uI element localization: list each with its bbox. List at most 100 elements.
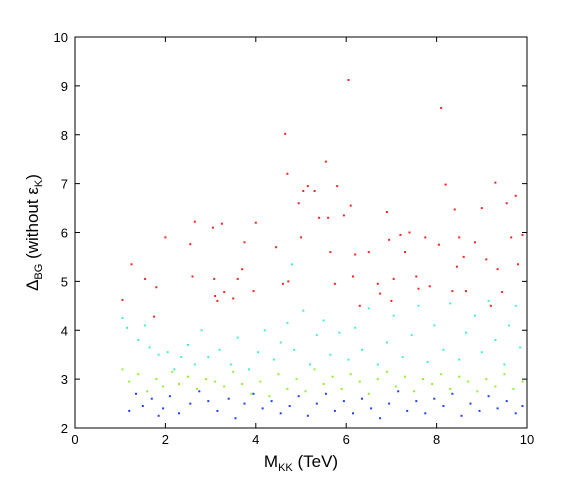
- data-point-series-3: [304, 390, 307, 393]
- data-point-series-2: [200, 329, 203, 332]
- data-point-series-1: [254, 221, 257, 224]
- data-point-series-1: [517, 263, 519, 266]
- data-point-series-4: [288, 405, 291, 407]
- y-tick-label: 6: [61, 226, 68, 241]
- x-axis-label-sub: KK: [278, 462, 293, 474]
- data-point-series-2: [126, 326, 128, 329]
- data-point-series-1: [216, 299, 219, 302]
- data-point-series-2: [417, 304, 420, 307]
- data-point-series-1: [241, 268, 244, 271]
- data-point-series-2: [458, 358, 461, 361]
- data-point-series-3: [367, 392, 370, 395]
- data-point-series-3: [178, 383, 180, 385]
- data-point-series-1: [417, 287, 420, 290]
- y-tick-label: 9: [61, 79, 68, 94]
- data-point-series-1: [444, 183, 447, 186]
- data-point-series-3: [331, 375, 334, 378]
- data-point-series-3: [521, 380, 524, 383]
- data-point-series-2: [218, 348, 221, 351]
- data-point-series-3: [232, 370, 235, 373]
- data-point-series-3: [146, 390, 149, 393]
- data-point-series-2: [293, 348, 296, 351]
- data-point-series-2: [392, 314, 395, 317]
- data-point-series-1: [494, 181, 497, 184]
- data-point-series-4: [352, 412, 354, 415]
- data-point-series-3: [241, 383, 244, 385]
- data-point-series-1: [349, 204, 352, 207]
- data-point-series-1: [510, 236, 513, 239]
- data-point-series-1: [358, 304, 361, 307]
- data-point-series-2: [347, 358, 350, 361]
- data-point-series-3: [295, 378, 298, 381]
- data-point-series-1: [336, 185, 339, 188]
- data-point-series-3: [485, 378, 488, 381]
- data-point-series-2: [193, 363, 196, 366]
- data-point-series-2: [367, 307, 370, 310]
- y-tick-label: 8: [61, 128, 68, 143]
- data-point-series-3: [137, 373, 140, 376]
- data-point-series-2: [410, 334, 413, 337]
- data-point-series-3: [422, 378, 424, 381]
- data-point-series-2: [286, 321, 289, 324]
- data-point-series-4: [451, 392, 454, 395]
- data-point-series-3: [128, 380, 131, 383]
- data-point-series-4: [227, 397, 230, 400]
- y-tick-label: 3: [61, 372, 68, 387]
- data-point-series-1: [191, 275, 194, 278]
- data-point-series-1: [281, 282, 284, 285]
- data-point-series-1: [388, 238, 391, 241]
- data-point-series-1: [300, 236, 302, 239]
- data-point-series-4: [505, 400, 508, 403]
- data-point-series-4: [521, 405, 524, 407]
- data-point-series-1: [462, 255, 465, 258]
- data-point-series-4: [135, 392, 137, 395]
- data-point-series-1: [440, 106, 443, 109]
- data-point-series-1: [480, 207, 483, 210]
- data-point-series-2: [173, 368, 176, 371]
- data-point-series-2: [385, 341, 388, 344]
- data-point-series-4: [207, 400, 210, 403]
- data-point-series-4: [379, 417, 382, 420]
- data-point-series-4: [234, 417, 237, 420]
- data-point-series-1: [297, 202, 300, 205]
- data-point-series-1: [189, 243, 192, 246]
- data-point-series-2: [433, 324, 436, 327]
- y-axis-label-close: ): [23, 174, 42, 180]
- y-axis-label-rest: (without ε: [23, 187, 42, 264]
- data-point-series-2: [426, 361, 429, 363]
- data-point-series-2: [465, 331, 467, 334]
- data-point-series-4: [150, 397, 153, 400]
- data-point-series-3: [171, 370, 174, 373]
- data-point-series-2: [121, 317, 124, 319]
- data-point-series-2: [207, 356, 210, 359]
- y-tick-label: 7: [61, 177, 68, 192]
- data-point-series-4: [306, 414, 309, 417]
- data-point-series-4: [333, 409, 336, 412]
- data-point-series-2: [315, 334, 318, 337]
- data-point-series-1: [458, 236, 461, 239]
- data-point-series-2: [519, 346, 522, 349]
- data-point-series-1: [327, 216, 330, 219]
- data-point-series-4: [478, 409, 481, 412]
- data-point-series-1: [342, 214, 345, 217]
- data-point-series-3: [476, 390, 479, 393]
- data-point-series-4: [370, 407, 373, 410]
- data-point-series-1: [428, 285, 431, 288]
- data-points: [121, 79, 524, 420]
- data-point-series-4: [168, 395, 171, 398]
- data-point-series-3: [385, 370, 388, 373]
- data-point-series-4: [128, 409, 131, 412]
- y-axis-label: ΔBG (without εK): [23, 174, 45, 291]
- data-point-series-4: [157, 414, 160, 417]
- data-point-series-1: [352, 275, 354, 278]
- data-point-series-4: [198, 390, 201, 393]
- data-point-series-2: [229, 363, 232, 366]
- data-point-series-4: [442, 405, 445, 407]
- data-point-series-3: [431, 383, 434, 385]
- y-tick-label: 10: [54, 30, 68, 45]
- data-point-series-2: [180, 356, 183, 359]
- data-point-series-1: [385, 211, 388, 213]
